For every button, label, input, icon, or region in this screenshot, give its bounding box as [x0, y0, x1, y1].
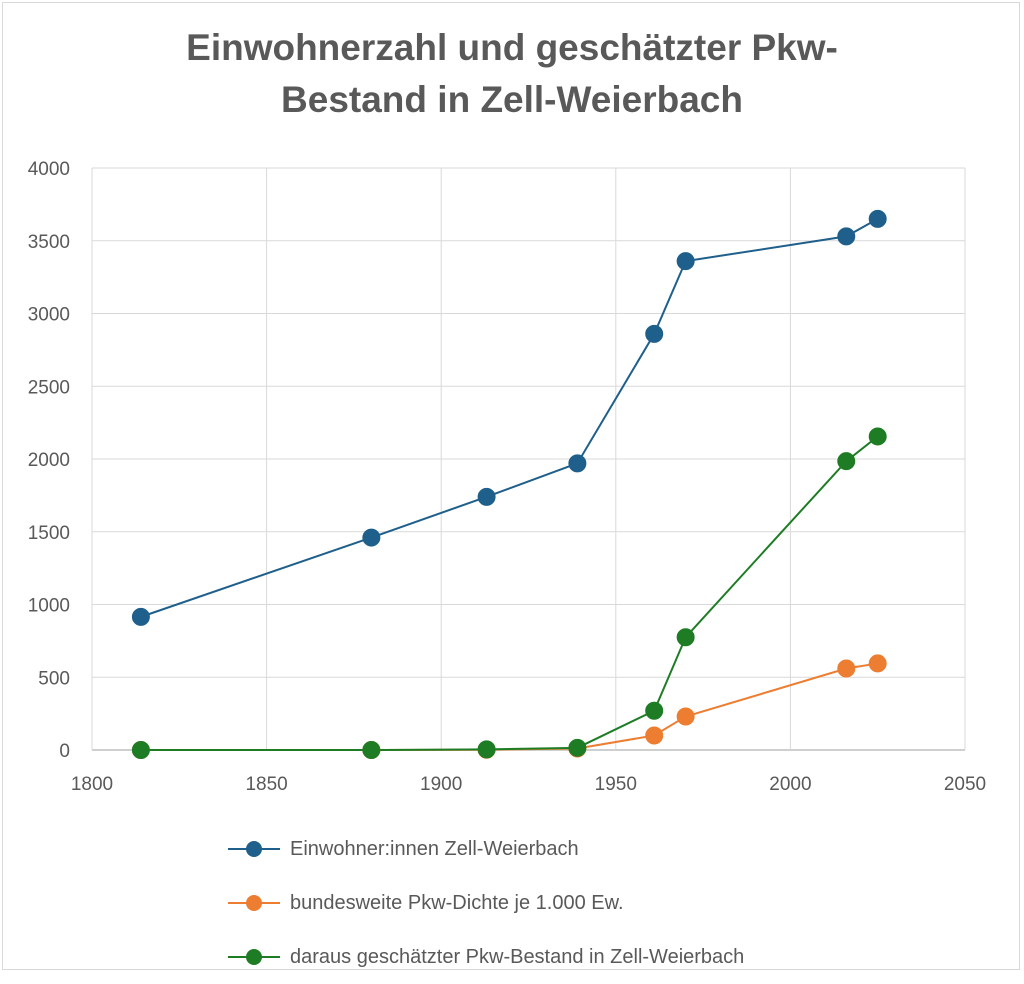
- series-points: [131, 209, 887, 759]
- legend-swatch: [228, 893, 280, 913]
- chart-title: Einwohnerzahl und geschätzter Pkw- Besta…: [0, 22, 1024, 126]
- chart-title-line-1: Einwohnerzahl und geschätzter Pkw-: [186, 27, 838, 68]
- data-point-series-2: [131, 741, 150, 759]
- x-tick-label: 1850: [245, 774, 287, 795]
- data-point-series-2: [362, 741, 381, 759]
- y-tick-label: 3500: [28, 232, 70, 253]
- series-line-2: [140, 435, 879, 751]
- x-tick-label: 2000: [769, 774, 811, 795]
- chart-legend: Einwohner:innen Zell-Weierbach bundesweit…: [228, 822, 744, 984]
- legend-label: bundesweite Pkw-Dichte je 1.000 Ew.: [290, 891, 624, 914]
- data-point-series-0: [477, 487, 496, 506]
- data-point-series-0: [837, 227, 856, 246]
- y-tick-label: 1500: [28, 523, 70, 544]
- legend-item-1: bundesweite Pkw-Dichte je 1.000 Ew.: [228, 876, 744, 930]
- chart-title-line-2: Bestand in Zell-Weierbach: [281, 79, 743, 120]
- y-tick-label: 1000: [28, 596, 70, 617]
- y-tick-label: 0: [59, 741, 70, 762]
- data-point-series-0: [676, 252, 695, 271]
- axis-tick-labels: 0 500 1000 1500 2000 2500 3000 3500 4000 1800 1850…: [28, 159, 986, 795]
- data-point-series-0: [645, 324, 664, 343]
- y-tick-label: 2000: [28, 450, 70, 471]
- data-point-series-1: [645, 726, 664, 745]
- y-tick-label: 4000: [28, 159, 70, 180]
- x-tick-label: 2050: [944, 774, 986, 795]
- data-point-series-1: [676, 707, 695, 726]
- data-point-series-2: [837, 452, 856, 471]
- legend-item-2: daraus geschätzter Pkw-Bestand in Zell-W…: [228, 930, 744, 984]
- data-point-series-2: [477, 740, 496, 759]
- data-point-series-1: [837, 659, 856, 678]
- data-point-series-2: [568, 738, 587, 757]
- data-point-series-0: [868, 209, 887, 228]
- legend-swatch: [228, 947, 280, 967]
- grid-lines: [91, 167, 966, 751]
- legend-label: daraus geschätzter Pkw-Bestand in Zell-W…: [290, 945, 745, 968]
- y-tick-label: 2500: [28, 377, 70, 398]
- data-point-series-0: [131, 607, 150, 626]
- x-tick-label: 1900: [420, 774, 462, 795]
- data-point-series-1: [868, 654, 887, 673]
- data-point-series-0: [362, 528, 381, 547]
- x-tick-label: 1800: [71, 774, 113, 795]
- data-point-series-0: [568, 454, 587, 473]
- legend-swatch: [228, 839, 280, 859]
- data-point-series-2: [868, 427, 887, 446]
- y-tick-label: 500: [38, 668, 70, 689]
- legend-item-0: Einwohner:innen Zell-Weierbach: [228, 822, 744, 876]
- data-point-series-2: [645, 701, 664, 720]
- legend-label: Einwohner:innen Zell-Weierbach: [290, 837, 579, 860]
- series-line-1: [140, 662, 878, 751]
- series-lines: [140, 218, 879, 751]
- data-point-series-2: [676, 628, 695, 647]
- series-line-0: [140, 218, 879, 618]
- y-tick-label: 3000: [28, 305, 70, 326]
- x-tick-label: 1950: [595, 774, 637, 795]
- chart-frame: [2, 2, 1020, 970]
